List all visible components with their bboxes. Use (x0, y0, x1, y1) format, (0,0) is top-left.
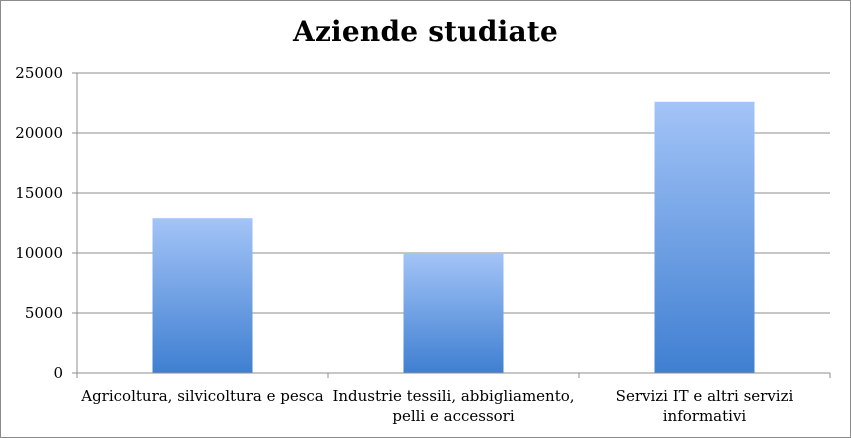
axis-labels: 0 5000 10000 15000 20000 25000 Agricoltura, si… (15, 64, 793, 425)
x-category-label: pelli e accessori (392, 407, 515, 425)
y-tick-label: 0 (53, 364, 63, 382)
y-tick-label: 20000 (15, 124, 63, 142)
bar (654, 101, 755, 374)
y-tick-label: 25000 (15, 64, 63, 82)
axes (72, 72, 831, 378)
x-category-label: Agricoltura, silvicoltura e pesca (80, 387, 324, 405)
bars (152, 101, 755, 374)
y-tick-label: 5000 (25, 304, 63, 322)
y-tick-label: 10000 (15, 244, 63, 262)
y-tick-label: 15000 (15, 184, 63, 202)
bar (152, 218, 253, 373)
chart-title: Aziende studiate (293, 15, 558, 48)
x-category-label: Industrie tessili, abbigliamento, (332, 387, 574, 405)
bar (403, 253, 504, 373)
x-category-label: informativi (663, 407, 747, 425)
x-category-label: Servizi IT e altri servizi (616, 387, 794, 405)
